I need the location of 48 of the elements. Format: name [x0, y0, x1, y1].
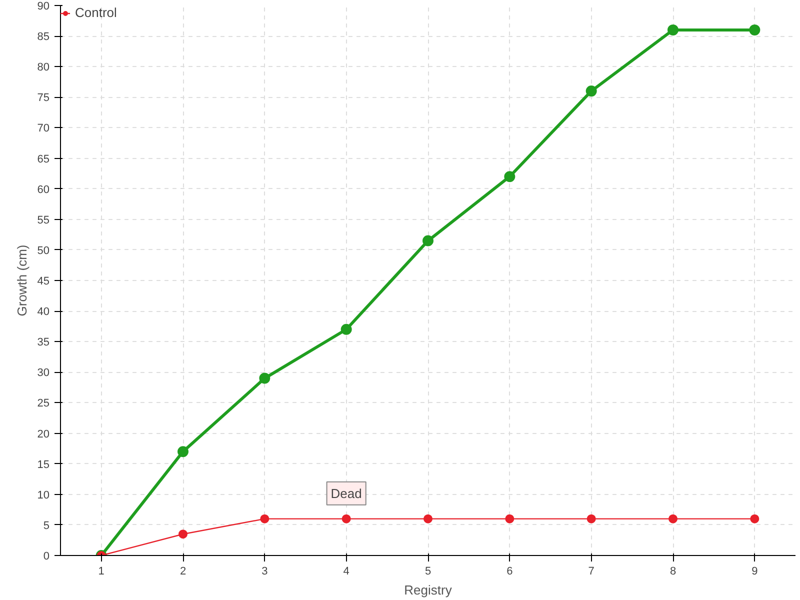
x-tick-label: 1 — [98, 566, 104, 578]
y-tick-label: 55 — [37, 214, 50, 226]
point — [586, 86, 597, 97]
y-tick-label: 80 — [37, 62, 50, 74]
y-tick-label: 0 — [43, 550, 50, 562]
y-tick-label: 20 — [37, 428, 50, 440]
x-tick-label: 7 — [588, 566, 594, 578]
y-tick-label: 90 — [37, 0, 50, 12]
x-tick-label: 9 — [752, 566, 758, 578]
x-tick-label: 2 — [180, 566, 186, 578]
x-tick-label: 5 — [424, 566, 432, 578]
y-tick-label: 30 — [37, 367, 50, 380]
y-tick-label: 40 — [37, 306, 50, 318]
point — [505, 514, 514, 524]
point — [586, 514, 596, 524]
point — [178, 530, 188, 539]
y-tick-label: 10 — [37, 489, 50, 502]
x-tick-label: 3 — [262, 566, 268, 578]
point — [504, 171, 516, 182]
point — [340, 324, 352, 335]
y-tick-label: 25 — [37, 398, 50, 410]
point — [259, 372, 270, 384]
point — [668, 514, 678, 524]
x-tick-label: 8 — [670, 566, 676, 578]
point — [178, 446, 188, 458]
y-tick-label: 5 — [43, 520, 50, 532]
annotation: Dead — [330, 486, 362, 501]
y-tick-label: 15 — [37, 458, 50, 471]
point — [750, 514, 760, 524]
point — [422, 235, 434, 246]
point — [260, 514, 270, 524]
y-tick-label: 35 — [37, 336, 50, 349]
y-tick-label: 60 — [37, 184, 50, 196]
y-axis-title: Growth (cm) — [14, 244, 30, 316]
x-axis-title: Registry — [404, 582, 452, 598]
x-tick-label: 4 — [343, 566, 350, 578]
point — [342, 514, 351, 524]
x-tick-label: 6 — [506, 566, 513, 578]
point — [424, 514, 432, 524]
point — [749, 24, 760, 36]
y-tick-label: 70 — [37, 122, 50, 135]
y-tick-label: 50 — [37, 244, 50, 257]
y-tick-label: 65 — [37, 153, 50, 166]
y-tick-label: 75 — [37, 92, 50, 104]
legend-label: Control — [75, 5, 117, 20]
y-tick-label: 85 — [37, 31, 50, 44]
point — [668, 24, 678, 36]
y-tick-label: 45 — [37, 276, 50, 288]
